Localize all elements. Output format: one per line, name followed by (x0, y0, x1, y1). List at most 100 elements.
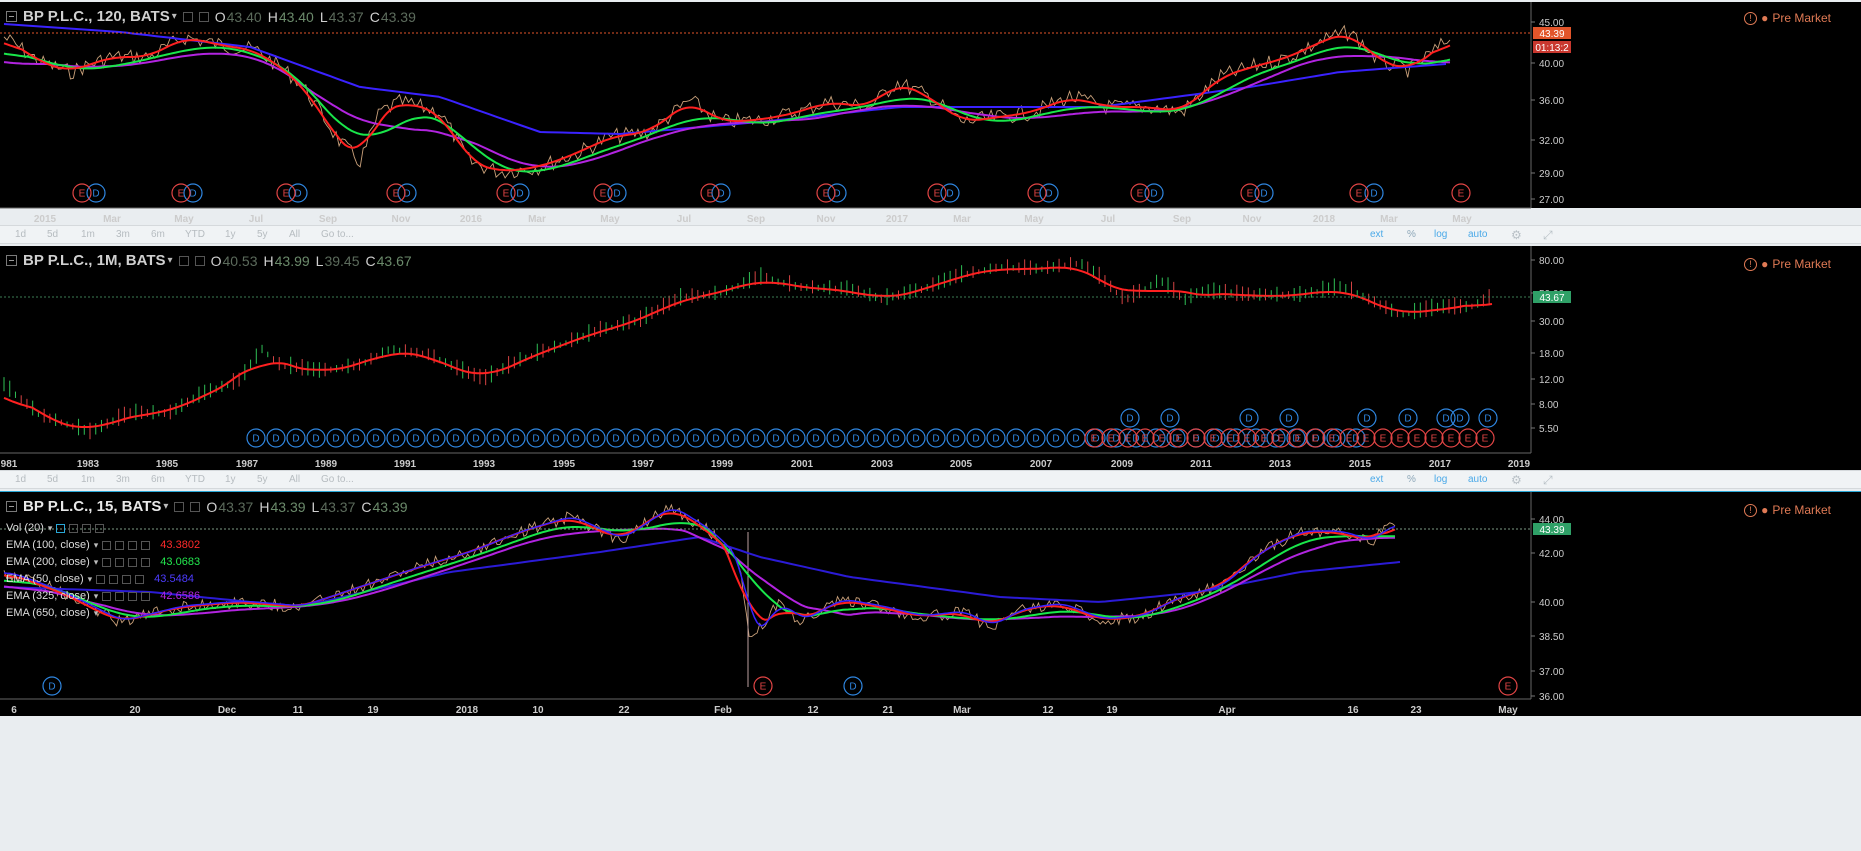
dividend-marker-label: D (792, 434, 799, 445)
chevron-down-icon[interactable]: ▾ (93, 590, 99, 601)
dividend-marker-label: D (1245, 414, 1252, 425)
tf-1m[interactable]: 1m (81, 229, 95, 240)
chevron-down-icon[interactable]: ▾ (93, 607, 99, 618)
tf-5y[interactable]: 5y (257, 474, 268, 485)
more-icon[interactable] (128, 557, 138, 567)
dividend-marker-circle (466, 428, 486, 448)
tf-ytd[interactable]: YTD (185, 229, 205, 240)
tf-1d[interactable]: 1d (15, 474, 27, 485)
auto-toggle[interactable]: auto (1468, 474, 1488, 485)
more-icon[interactable] (82, 523, 92, 533)
time-tick-label: 12 (807, 705, 819, 716)
dividend-marker-label: D (732, 434, 739, 445)
dividend-marker-label: D (992, 434, 999, 445)
chart-pane-3[interactable]: 44.00 42.00 40.00 38.50 37.00 36.00 6 20 Dec 11 19… (0, 491, 1861, 716)
tf-5d[interactable]: 5d (47, 229, 59, 240)
ohlc-high: 43.99 (274, 252, 310, 269)
settings-icon[interactable] (109, 574, 119, 584)
hide-icon[interactable] (194, 255, 205, 266)
more-icon[interactable] (122, 574, 132, 584)
settings-icon[interactable] (115, 540, 125, 550)
more-icon[interactable] (128, 540, 138, 550)
indicator-ema-650[interactable]: EMA (650, close) ▾ (6, 607, 98, 619)
collapse-icon[interactable] (6, 255, 17, 266)
indicator-ema-50[interactable]: EMA (50, close) ▾ 43.5484 (6, 573, 194, 585)
tf-1y[interactable]: 1y (225, 474, 236, 485)
settings-icon[interactable] (178, 255, 189, 266)
settings-icon[interactable] (182, 11, 193, 22)
close-icon[interactable] (95, 523, 105, 533)
log-toggle[interactable]: log (1434, 474, 1448, 485)
eye-icon[interactable] (96, 574, 106, 584)
eye-icon[interactable] (102, 591, 112, 601)
tf-6m[interactable]: 6m (151, 474, 165, 485)
gear-icon[interactable]: ⚙ (1511, 228, 1522, 242)
goto-date[interactable]: Go to... (321, 474, 354, 485)
indicator-ema-100[interactable]: EMA (100, close) ▾ 43.3802 (6, 539, 200, 551)
tf-6m[interactable]: 6m (151, 229, 165, 240)
expand-icon[interactable]: ⤢ (1543, 228, 1553, 242)
close-icon[interactable] (141, 540, 151, 550)
tf-5y[interactable]: 5y (257, 229, 268, 240)
settings-icon[interactable] (115, 591, 125, 601)
eye-icon[interactable] (102, 557, 112, 567)
goto-date[interactable]: Go to... (321, 229, 354, 240)
expand-icon[interactable]: ⤢ (1543, 473, 1553, 487)
tf-3m[interactable]: 3m (116, 229, 130, 240)
hide-icon[interactable] (198, 11, 209, 22)
indicator-vol[interactable]: Vol (20) ▾ (6, 522, 105, 534)
auto-toggle[interactable]: auto (1468, 229, 1488, 240)
eye-icon[interactable] (102, 540, 112, 550)
dividend-marker-circle (726, 428, 746, 448)
indicator-value: 43.3802 (160, 539, 201, 551)
percent-toggle[interactable]: % (1407, 229, 1416, 240)
indicator-label: Vol (20) (6, 522, 44, 534)
collapse-icon[interactable] (6, 11, 17, 22)
eye-icon[interactable] (56, 523, 66, 533)
ext-toggle[interactable]: ext (1370, 474, 1384, 485)
tf-1d[interactable]: 1d (15, 229, 27, 240)
indicator-ema-200[interactable]: EMA (200, close) ▾ 43.0683 (6, 556, 200, 568)
chart-canvas-3[interactable]: 44.00 42.00 40.00 38.50 37.00 36.00 6 20 Dec 11 19… (0, 492, 1861, 717)
chart-pane-2[interactable]: 80.0050.0030.0018.0012.008.005.509811983… (0, 246, 1861, 470)
tf-all[interactable]: All (289, 474, 301, 485)
chevron-down-icon[interactable]: ▾ (87, 573, 93, 584)
percent-toggle[interactable]: % (1407, 474, 1416, 485)
tf-ytd[interactable]: YTD (185, 474, 205, 485)
collapse-icon[interactable] (6, 501, 17, 512)
chevron-down-icon[interactable]: ▾ (93, 556, 99, 567)
chevron-down-icon[interactable]: ▾ (47, 522, 53, 533)
tf-1m[interactable]: 1m (81, 474, 95, 485)
tf-5d[interactable]: 5d (47, 474, 59, 485)
tf-3m[interactable]: 3m (116, 474, 130, 485)
settings-icon[interactable] (69, 523, 79, 533)
ohlc-low: 39.45 (324, 252, 360, 269)
chart-canvas-2[interactable]: 80.0050.0030.0018.0012.008.005.509811983… (0, 246, 1861, 470)
time-tick-label: 22 (618, 705, 630, 716)
chart-pane-1[interactable]: 45.00 40.00 36.00 32.00 29.00 27.00 2015 Mar May… (0, 2, 1861, 225)
ext-toggle[interactable]: ext (1370, 229, 1384, 240)
close-icon[interactable] (135, 574, 145, 584)
price-tick-label: 44.00 (1539, 515, 1564, 526)
gear-icon[interactable]: ⚙ (1511, 473, 1522, 487)
settings-icon[interactable] (115, 557, 125, 567)
indicator-ema-325[interactable]: EMA (325, close) ▾ 42.6586 (6, 590, 200, 602)
more-icon[interactable] (128, 591, 138, 601)
chart-canvas-1[interactable]: 45.00 40.00 36.00 32.00 29.00 27.00 2015 Mar May… (0, 2, 1861, 227)
earnings-marker-circle (753, 676, 773, 696)
chevron-down-icon[interactable]: ▾ (93, 539, 99, 550)
hide-icon[interactable] (190, 501, 201, 512)
symbol-title[interactable]: BP P.L.C., 120, BATS (23, 8, 170, 25)
log-toggle[interactable]: log (1434, 229, 1448, 240)
tf-all[interactable]: All (289, 229, 301, 240)
symbol-title[interactable]: BP P.L.C., 15, BATS (23, 498, 162, 515)
chevron-down-icon[interactable]: ▾ (171, 11, 177, 22)
settings-icon[interactable] (174, 501, 185, 512)
close-icon[interactable] (141, 591, 151, 601)
close-icon[interactable] (141, 557, 151, 567)
tf-1y[interactable]: 1y (225, 229, 236, 240)
dividend-marker-label: D (532, 434, 539, 445)
symbol-title[interactable]: BP P.L.C., 1M, BATS (23, 252, 166, 269)
chevron-down-icon[interactable]: ▾ (163, 501, 169, 512)
chevron-down-icon[interactable]: ▾ (167, 255, 173, 266)
